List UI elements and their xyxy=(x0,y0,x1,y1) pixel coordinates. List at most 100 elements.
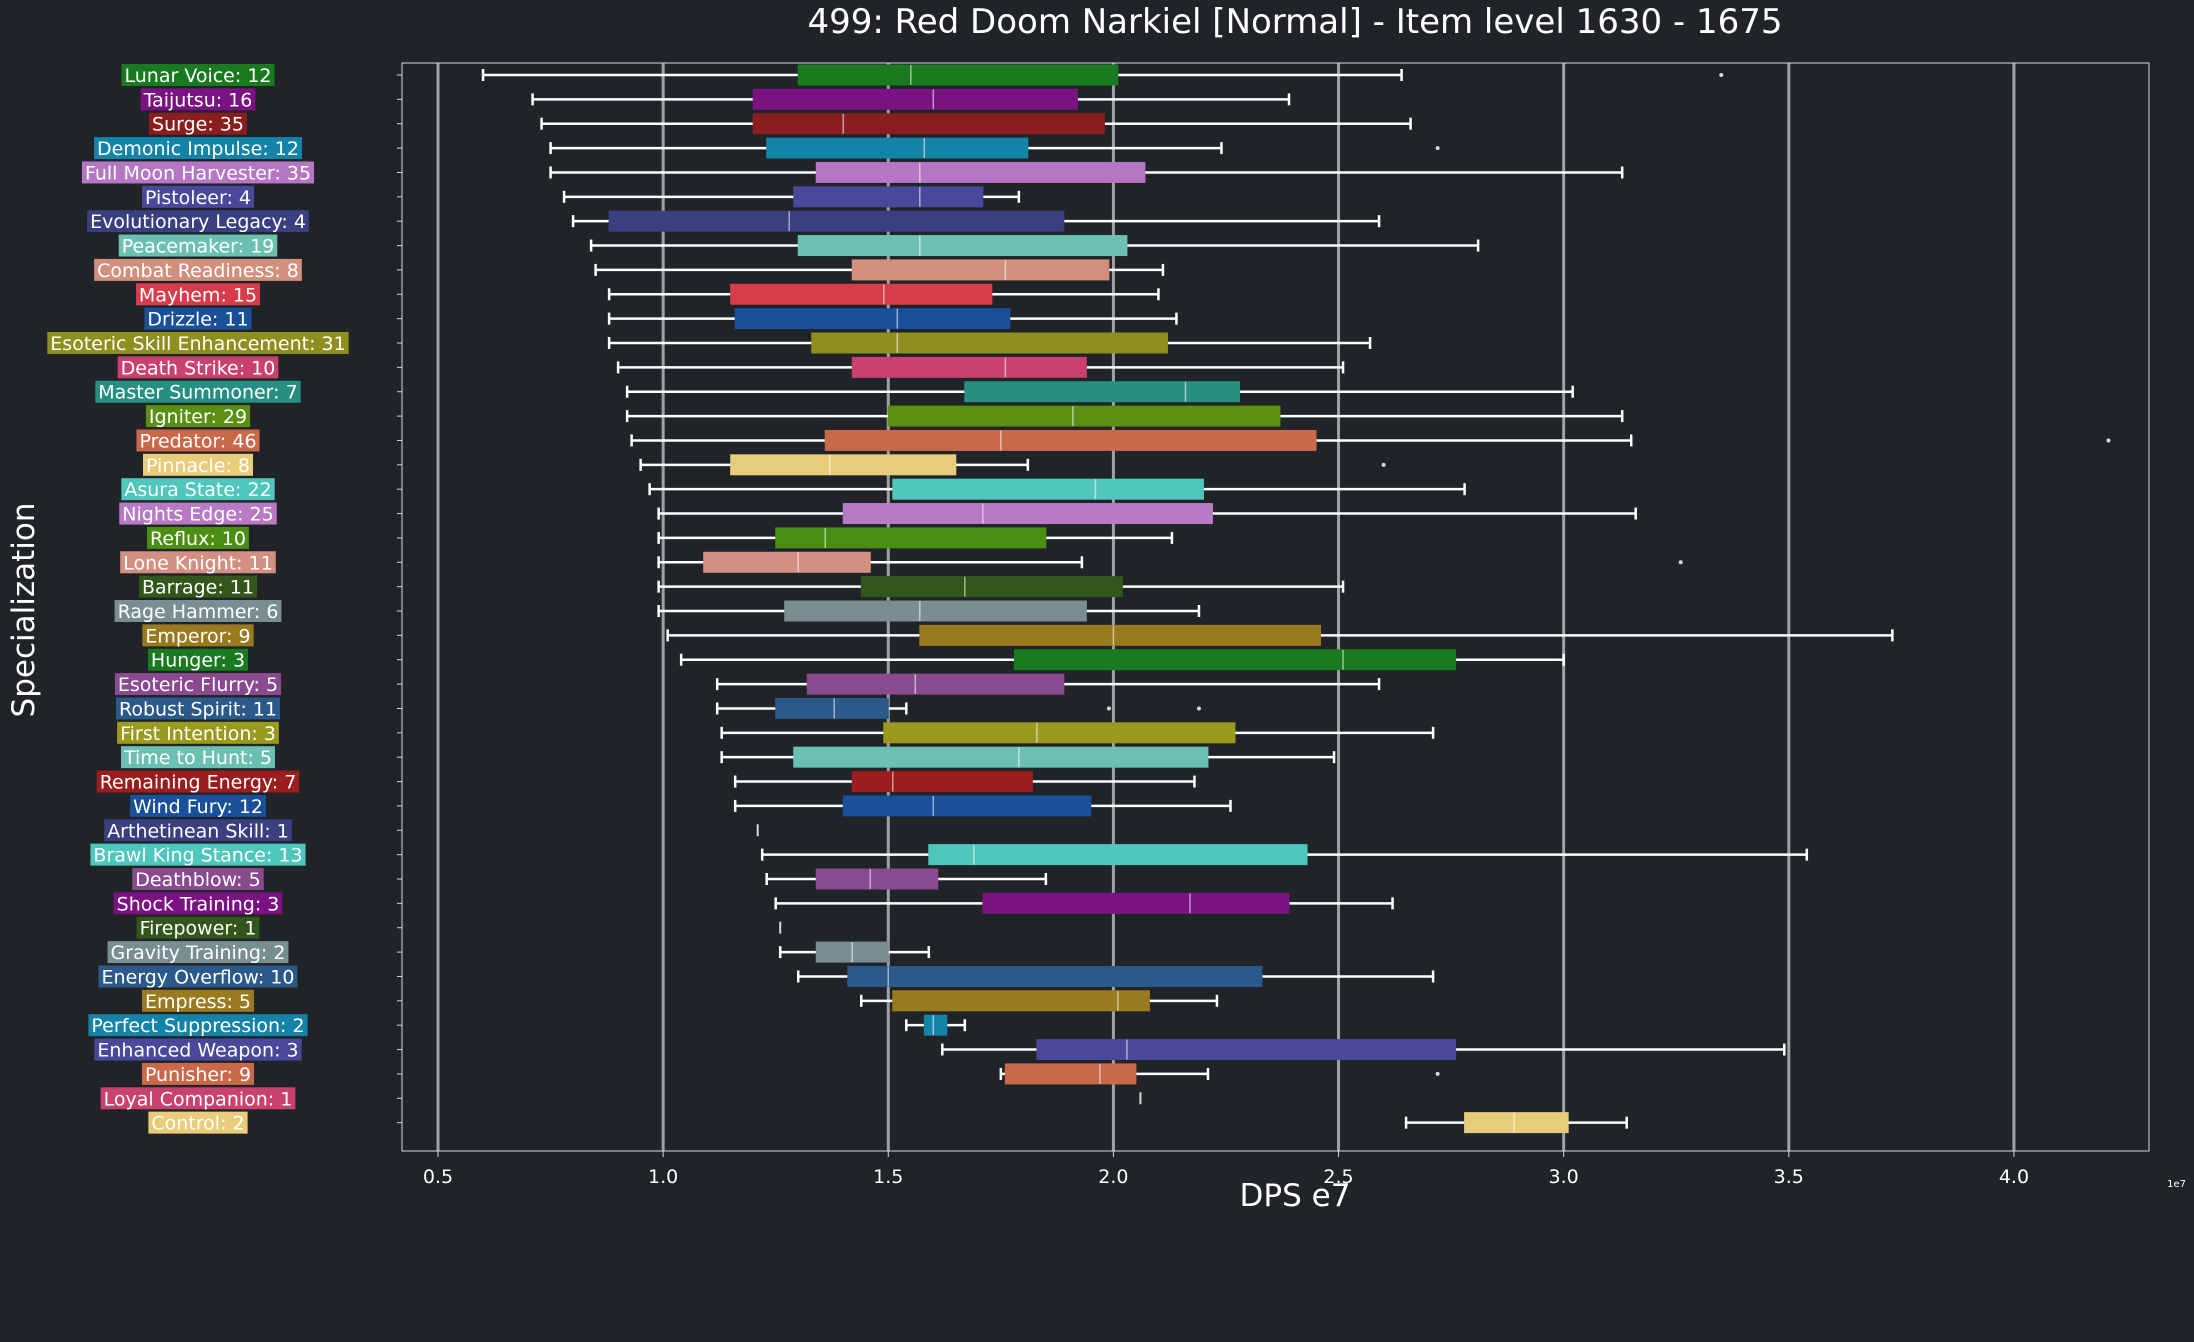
outlier-point xyxy=(1678,560,1683,565)
specialization-label: Evolutionary Legacy: 4 xyxy=(90,211,306,233)
iqr-box xyxy=(806,673,1065,695)
specialization-label: Punisher: 9 xyxy=(145,1064,251,1086)
iqr-box xyxy=(775,527,1047,549)
specialization-label: Full Moon Harvester: 35 xyxy=(85,162,311,184)
specialization-label: Enhanced Weapon: 3 xyxy=(97,1040,298,1062)
iqr-box xyxy=(1464,1112,1569,1134)
iqr-box xyxy=(928,844,1308,866)
iqr-box xyxy=(851,771,1033,793)
iqr-box xyxy=(797,64,1119,86)
label-background xyxy=(135,283,261,306)
iqr-box xyxy=(923,1014,948,1036)
outlier-point xyxy=(1381,462,1386,467)
specialization-label: Death Strike: 10 xyxy=(121,357,276,379)
iqr-box xyxy=(797,235,1128,257)
label-background xyxy=(136,429,260,452)
label-background xyxy=(114,673,282,696)
iqr-box xyxy=(851,356,1087,378)
label-background xyxy=(147,648,249,671)
plot-area-frame xyxy=(401,62,2150,1152)
box-row xyxy=(657,600,1201,622)
iqr-box xyxy=(608,210,1065,232)
box-row xyxy=(941,1039,1786,1061)
box-row xyxy=(616,356,1345,378)
label-background xyxy=(118,234,278,257)
x-axis-exponent: 1e7 xyxy=(2167,1179,2186,1190)
iqr-box xyxy=(964,381,1240,403)
x-tick-label: 3.0 xyxy=(1549,1166,1579,1188)
iqr-box xyxy=(892,478,1204,500)
outlier-point xyxy=(1719,73,1724,77)
label-background xyxy=(140,88,256,111)
label-background xyxy=(96,770,300,793)
x-tick-label: 2.5 xyxy=(1323,1166,1353,1188)
specialization-label: Combat Readiness: 8 xyxy=(97,260,299,282)
label-background xyxy=(145,405,251,428)
iqr-box xyxy=(847,965,1263,987)
box-series xyxy=(481,64,2111,1134)
box-row xyxy=(549,161,1624,183)
iqr-box xyxy=(883,722,1236,744)
specialization-label: Gravity Training: 2 xyxy=(111,942,286,964)
iqr-box xyxy=(919,624,1322,646)
outlier-point xyxy=(1106,706,1111,711)
iqr-box xyxy=(734,308,1011,330)
label-background xyxy=(119,502,277,525)
x-axis-ticks: 0.5 1.0 1.5 2.0 2.5 3.0 3.5 4.0 xyxy=(397,74,2029,1188)
box-row xyxy=(905,1014,967,1036)
label-background xyxy=(142,185,254,208)
specialization-label: Lunar Voice: 12 xyxy=(124,65,271,87)
label-background xyxy=(142,624,254,647)
specialization-label: Barrage: 11 xyxy=(142,577,254,599)
box-row xyxy=(657,503,1637,525)
box-row xyxy=(1404,1112,1628,1134)
specialization-label: Rage Hammer: 6 xyxy=(118,601,279,623)
specialization-label: Remaining Energy: 7 xyxy=(100,772,297,794)
specialization-label: Esoteric Flurry: 5 xyxy=(118,674,278,696)
label-background xyxy=(147,526,249,549)
x-tick-label: 2.0 xyxy=(1098,1166,1128,1188)
iqr-box xyxy=(766,137,1029,159)
iqr-box xyxy=(793,186,984,208)
label-background xyxy=(149,112,247,135)
iqr-box xyxy=(775,697,889,719)
label-background xyxy=(113,892,283,915)
box-row xyxy=(778,941,931,963)
box-row xyxy=(715,697,1201,719)
specialization-label: Surge: 35 xyxy=(152,114,244,136)
box-row xyxy=(765,868,1048,890)
label-background xyxy=(120,551,276,574)
specialization-label: Wind Fury: 12 xyxy=(133,796,263,818)
label-background xyxy=(90,843,306,866)
label-background xyxy=(47,332,349,354)
box-row xyxy=(733,771,1196,793)
box-row xyxy=(720,722,1435,744)
specialization-label: Taijutsu: 16 xyxy=(143,89,253,111)
specialization-label: Shock Training: 3 xyxy=(117,893,280,915)
box-row xyxy=(607,308,1178,330)
x-tick-label: 1.0 xyxy=(648,1166,678,1188)
specialization-label: First Intention: 3 xyxy=(120,723,276,745)
specialization-label: Igniter: 29 xyxy=(149,406,247,428)
box-row xyxy=(679,649,1565,671)
iqr-box xyxy=(851,259,1110,281)
chart-title: 499: Red Doom Narkiel [Normal] - Item le… xyxy=(807,2,1782,42)
outlier-point xyxy=(2106,438,2111,443)
label-background xyxy=(88,1014,308,1037)
box-row xyxy=(860,990,1219,1012)
label-background xyxy=(144,307,252,330)
iqr-box xyxy=(887,405,1281,427)
label-background xyxy=(139,575,257,598)
specialization-label: Brawl King Stance: 13 xyxy=(93,845,302,867)
box-row xyxy=(540,113,1412,135)
iqr-box xyxy=(1013,649,1457,671)
specialization-label: Deathblow: 5 xyxy=(135,869,260,891)
box-row xyxy=(774,892,1394,914)
box-row xyxy=(607,332,1372,354)
box-row xyxy=(657,527,1174,549)
specialization-label: Lone Knight: 11 xyxy=(123,552,273,574)
label-background xyxy=(132,868,264,890)
iqr-box xyxy=(860,576,1123,598)
label-background xyxy=(117,721,279,744)
